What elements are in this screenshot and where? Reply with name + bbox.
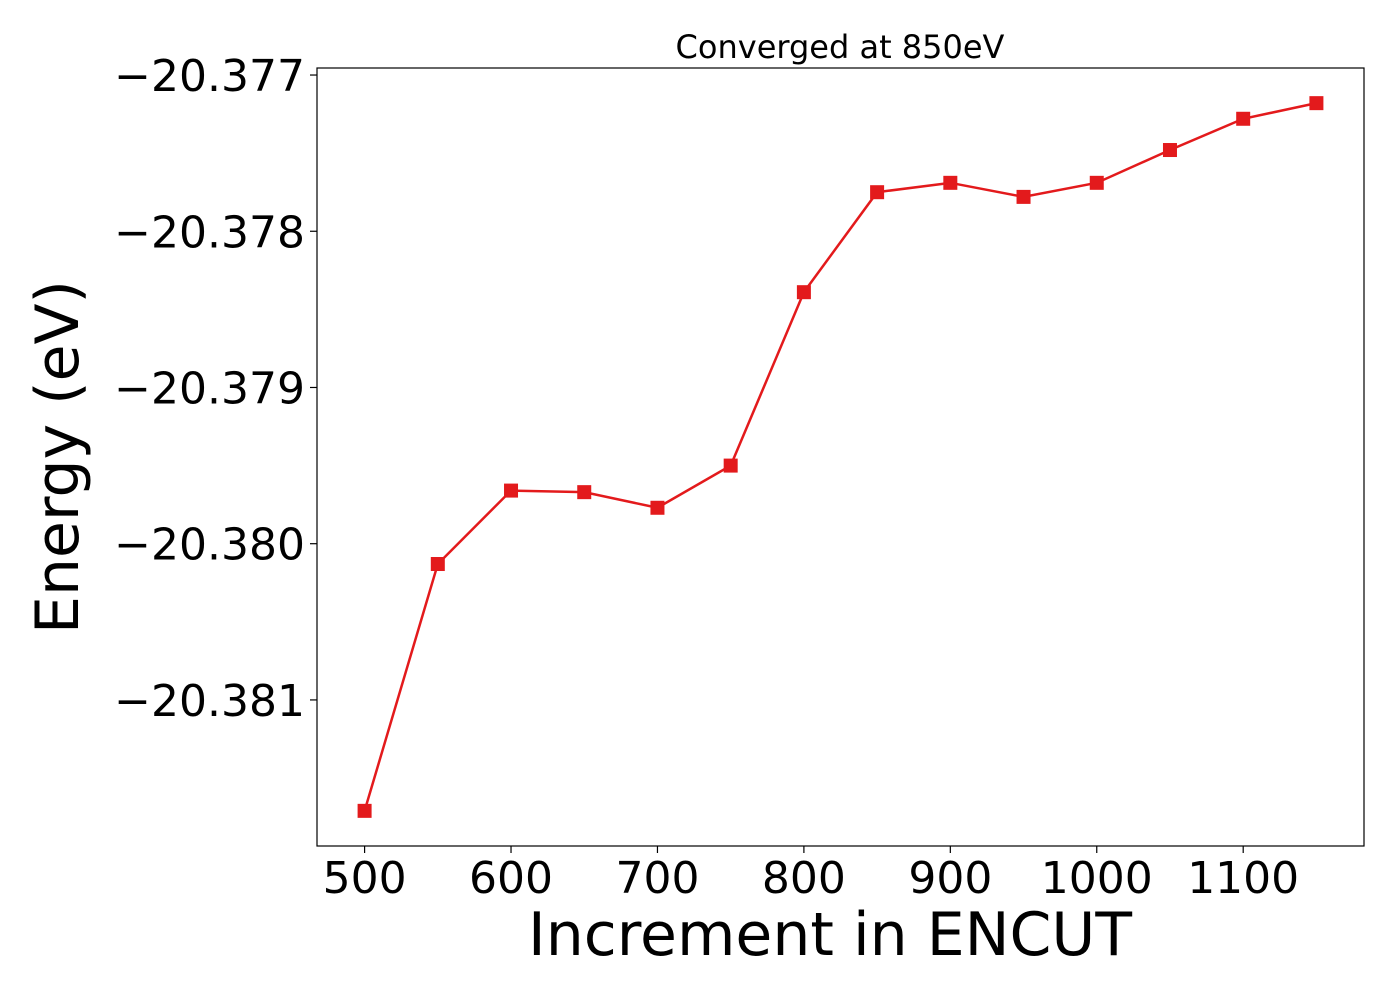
x-tick-label: 700	[615, 853, 699, 904]
x-tick-label: 1000	[1041, 853, 1153, 904]
data-point	[1309, 96, 1324, 111]
data-point	[577, 485, 592, 500]
y-tick-label: −20.380	[114, 520, 305, 571]
x-tick-label: 600	[469, 853, 553, 904]
data-point	[796, 285, 811, 300]
x-axis-label: Increment in ENCUT	[528, 900, 1132, 970]
x-tick-label: 500	[323, 853, 407, 904]
data-point	[1016, 189, 1031, 204]
data-point	[1236, 111, 1251, 126]
chart-title: Converged at 850eV	[676, 28, 1005, 66]
data-point	[430, 557, 445, 572]
y-tick-label: −20.378	[114, 207, 305, 258]
y-tick-label: −20.377	[114, 51, 305, 102]
x-tick-label: 900	[908, 853, 992, 904]
data-point	[504, 483, 519, 498]
data-point	[1162, 143, 1177, 158]
x-tick-label: 1100	[1187, 853, 1299, 904]
plot-area	[316, 67, 1365, 847]
series-layer	[357, 96, 1324, 818]
data-point	[1089, 175, 1104, 190]
data-point	[357, 803, 372, 818]
y-ticks: −20.381 −20.380 −20.379 −20.378 −20.377	[114, 51, 317, 727]
y-tick-label: −20.379	[114, 363, 305, 414]
x-tick-label: 800	[762, 853, 846, 904]
data-point	[650, 500, 665, 515]
data-point	[870, 185, 885, 200]
y-tick-label: −20.381	[114, 676, 305, 727]
series-line	[363, 101, 1317, 812]
data-point	[723, 458, 738, 473]
x-ticks: 500 600 700 800 900 1000 1100	[323, 846, 1299, 904]
data-point	[943, 175, 958, 190]
y-axis-label: Energy (eV)	[23, 280, 93, 634]
